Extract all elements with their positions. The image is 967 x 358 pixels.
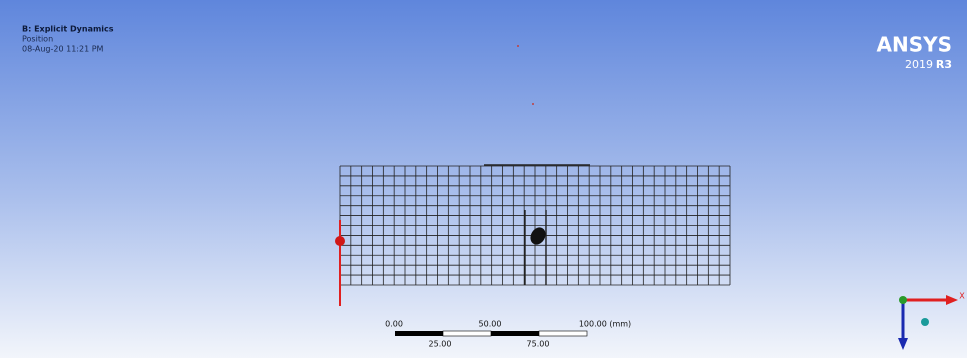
- scale-label: 100.00 (mm): [579, 320, 631, 329]
- scale-label: 0.00: [385, 320, 403, 329]
- scale-segment: [443, 331, 491, 336]
- rotation-center: [921, 318, 929, 326]
- logo-brand: ANSYS: [876, 33, 952, 57]
- particle: [532, 103, 534, 105]
- scale-segment: [491, 331, 539, 336]
- scale-label: 50.00: [479, 320, 502, 329]
- scale-segment: [395, 331, 443, 336]
- timestamp: 08-Aug-20 11:21 PM: [22, 45, 104, 54]
- constraint-point: [335, 236, 345, 246]
- logo-year: 2019: [905, 58, 933, 71]
- particle: [517, 45, 519, 47]
- viewport: B: Explicit Dynamics Position 08-Aug-20 …: [0, 0, 967, 358]
- scale-label: 75.00: [527, 340, 550, 349]
- scale-segment: [539, 331, 587, 336]
- scale-bar: [395, 331, 587, 336]
- background: [0, 0, 967, 358]
- x-axis-label: X: [959, 292, 965, 301]
- analysis-title: B: Explicit Dynamics: [22, 25, 114, 34]
- logo-release: R3: [936, 58, 952, 71]
- page: {"header": {"title": "B: Explicit Dynami…: [0, 0, 967, 358]
- result-name: Position: [22, 35, 53, 44]
- y-axis-dot: [899, 296, 907, 304]
- scale-label: 25.00: [429, 340, 452, 349]
